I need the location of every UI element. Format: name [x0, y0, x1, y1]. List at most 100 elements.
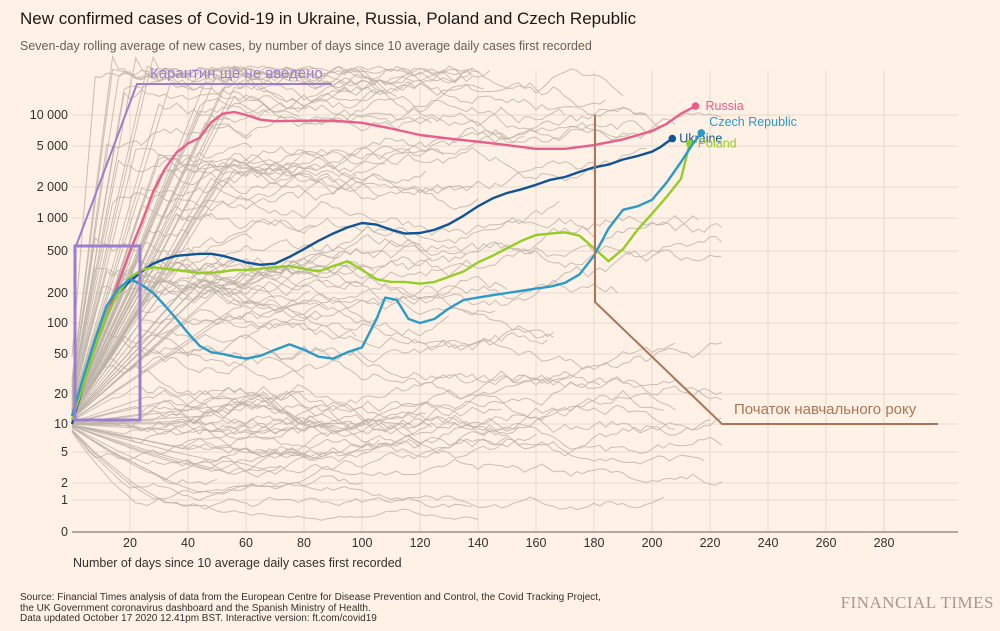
quarantine-annotation: Карантин ще не введено [150, 65, 323, 82]
grid-layer [72, 70, 958, 533]
czech-republic-endpoint [697, 129, 706, 137]
background-country-line [71, 358, 601, 415]
background-country-line [71, 270, 247, 419]
russia-label: Russia [706, 99, 744, 113]
x-axis-label: Number of days since 10 average daily ca… [73, 556, 402, 570]
background-country-line [71, 264, 508, 414]
background-country-line [72, 418, 328, 436]
background-country-line [71, 427, 664, 511]
background-country-line [71, 421, 287, 434]
background-country-line [71, 401, 502, 444]
source-line: Data updated October 17 2020 12.41pm BST… [20, 613, 377, 624]
background-country-line [71, 241, 467, 415]
background-country-line [71, 391, 426, 435]
y-tick-label: 0 [61, 525, 68, 539]
poland-label: Poland [698, 136, 737, 150]
background-country-line [71, 146, 647, 409]
background-country-line [71, 164, 380, 415]
x-tick-label: 20 [123, 536, 137, 550]
background-country-line [71, 148, 386, 407]
background-country-line [71, 157, 305, 396]
x-tick-label: 140 [468, 536, 489, 550]
background-country-line [71, 286, 276, 421]
background-country-line [71, 158, 316, 415]
background-countries-layer [71, 54, 722, 521]
y-tick-label: 10 [54, 417, 68, 431]
x-tick-label: 240 [758, 536, 779, 550]
background-country-line [71, 118, 676, 411]
y-tick-label: 5 000 [37, 139, 68, 153]
x-tick-label: 180 [584, 536, 605, 550]
background-country-line [71, 331, 722, 409]
background-country-line [71, 431, 363, 507]
background-country-line [71, 429, 479, 521]
x-tick-label: 60 [239, 536, 253, 550]
background-country-line [71, 67, 479, 414]
x-tick-label: 280 [874, 536, 895, 550]
background-country-line [71, 142, 253, 403]
background-country-line [71, 126, 525, 416]
x-tick-label: 80 [297, 536, 311, 550]
background-country-line [71, 376, 722, 423]
annotation-layer: Карантин ще не введено Початок навчальног… [73, 65, 938, 425]
background-country-line [71, 160, 595, 398]
x-tick-label: 200 [642, 536, 663, 550]
poland-line [70, 143, 691, 421]
y-tick-label: 10 000 [30, 108, 68, 122]
y-tick-label: 200 [47, 286, 68, 300]
y-tick-label: 5 [61, 445, 68, 459]
x-tick-label: 40 [181, 536, 195, 550]
background-country-line [71, 419, 519, 446]
background-country-line [71, 328, 554, 416]
background-country-line [71, 424, 328, 458]
source-line: Source: Financial Times analysis of data… [20, 592, 601, 603]
background-country-line [71, 225, 421, 418]
background-country-line [71, 56, 484, 395]
y-tick-label: 20 [54, 387, 68, 401]
background-country-line [71, 425, 508, 465]
x-tick-label: 220 [700, 536, 721, 550]
background-country-line [71, 315, 322, 418]
background-country-line [71, 282, 496, 420]
czech-republic-label: Czech Republic [709, 115, 797, 129]
background-country-line [71, 259, 258, 419]
background-country-line [71, 106, 647, 416]
background-country-line [71, 425, 282, 476]
background-country-line [71, 70, 351, 387]
y-tick-label: 1 [61, 493, 68, 507]
background-country-line [71, 390, 305, 424]
y-tick-label: 100 [47, 316, 68, 330]
background-country-line [71, 430, 537, 501]
quarantine-box [73, 244, 142, 422]
x-tick-label: 260 [816, 536, 837, 550]
background-country-line [71, 427, 218, 486]
x-tick-label: 160 [526, 536, 547, 550]
background-country-line [71, 278, 311, 417]
background-country-line [71, 102, 270, 412]
school-start-leader-line [594, 115, 938, 425]
russia-endpoint [691, 102, 700, 110]
chart-footer: Source: Financial Times analysis of data… [20, 592, 601, 625]
y-tick-label: 500 [47, 244, 68, 258]
chart-subtitle: Seven-day rolling average of new cases, … [20, 39, 592, 53]
background-country-line [71, 423, 380, 448]
chart-title: New confirmed cases of Covid-19 in Ukrai… [20, 9, 637, 28]
background-country-line [71, 55, 415, 401]
background-country-line [71, 254, 340, 416]
background-country-line [71, 424, 722, 481]
russia-line [70, 105, 697, 417]
ukraine-line [70, 137, 673, 425]
background-country-line [71, 348, 572, 412]
y-tick-label: 2 [61, 476, 68, 490]
background-country-line [71, 69, 629, 357]
x-tick-label: 100 [352, 536, 373, 550]
y-tick-label: 2 000 [37, 180, 68, 194]
quarantine-leader-line [75, 83, 332, 247]
ukraine-endpoint [668, 134, 677, 143]
background-country-line [71, 385, 676, 435]
source-line: the UK Government coronavirus dashboard … [20, 602, 371, 614]
background-country-line [71, 212, 316, 414]
background-country-line [71, 70, 461, 405]
